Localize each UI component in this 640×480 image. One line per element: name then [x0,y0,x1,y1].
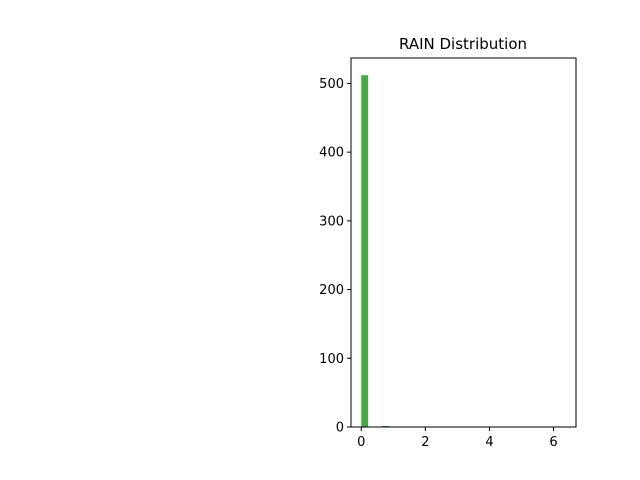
x-tick-label: 0 [357,435,365,450]
y-tick-label: 100 [319,352,344,367]
y-tick-label: 500 [319,77,344,92]
x-tick-label: 4 [485,435,493,450]
y-tick-label: 200 [319,283,344,298]
plot-frame [350,57,577,428]
y-tick-label: 400 [319,146,344,161]
y-tick-label: 300 [319,214,344,229]
histogram-bar-0 [361,75,369,427]
x-axis-ticks: 0 2 4 6 [357,427,558,450]
y-tick-label: 0 [336,421,344,436]
y-axis-ticks: 0 100 200 300 400 500 [319,77,351,436]
x-tick-label: 6 [549,435,557,450]
chart-title: RAIN Distribution [399,35,527,53]
x-tick-label: 2 [421,435,429,450]
